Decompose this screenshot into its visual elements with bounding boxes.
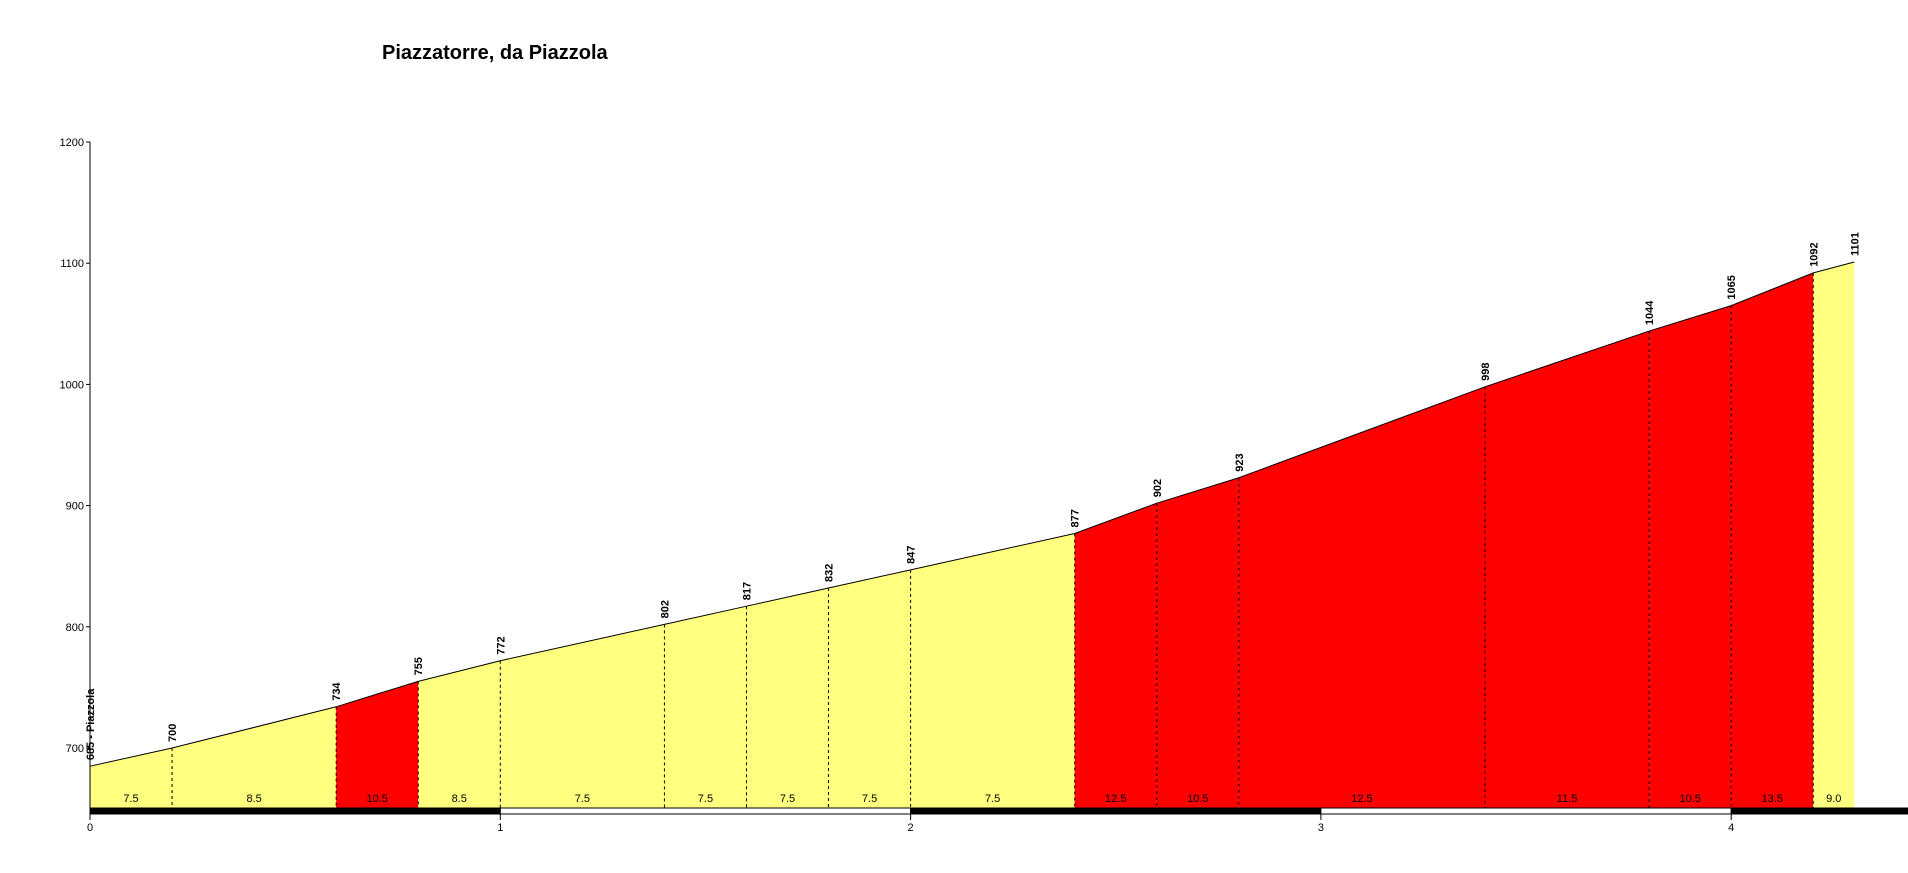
y-tick-label: 1000 (60, 379, 84, 391)
km-bar-block (910, 807, 1322, 815)
x-tick-label: 1 (497, 822, 503, 834)
segment-area (90, 748, 173, 808)
segment-gradient-label: 12.5 (1105, 793, 1126, 805)
point-elevation-label: 755 (413, 657, 425, 675)
x-tick-label: 2 (908, 822, 914, 834)
point-elevation-label: 700 (167, 724, 179, 742)
point-elevation-label: 832 (824, 564, 836, 582)
segment-area (1813, 261, 1855, 808)
segment-area (172, 706, 337, 808)
km-bar-block (1730, 807, 1908, 815)
segment-gradient-label: 7.5 (123, 793, 138, 805)
x-tick-label: 0 (87, 822, 93, 834)
chart-title: Piazzatorre, da Piazzola (382, 42, 608, 64)
segment-area (1485, 331, 1650, 808)
point-elevation-label: 685 - Piazzola (85, 688, 97, 760)
segment-gradient-label: 13.5 (1762, 793, 1783, 805)
point-elevation-label: 923 (1234, 453, 1246, 471)
point-elevation-label: 1065 (1726, 275, 1738, 299)
y-tick-label: 800 (66, 622, 84, 634)
segment-area (910, 533, 1075, 808)
point-elevation-label: 734 (331, 682, 343, 701)
y-tick-label: 1100 (60, 258, 84, 270)
x-tick-label: 3 (1318, 822, 1324, 834)
profile-line (89, 261, 1855, 767)
segment-gradient-label: 10.5 (1187, 793, 1208, 805)
point-elevation-label: 998 (1480, 362, 1492, 380)
point-elevation-label: 902 (1152, 479, 1164, 497)
km-bar-block (89, 807, 501, 815)
segment-area (1649, 305, 1732, 808)
point-elevation-label: 772 (495, 636, 507, 654)
segment-gradient-label: 7.5 (985, 793, 1000, 805)
segment-area (418, 660, 501, 808)
axes-layer: 700 800 900 1000 1100 1200 0 1 2 3 4 (60, 137, 1908, 834)
km-bar-block (499, 807, 912, 815)
segment-gradient-label: 10.5 (1679, 793, 1700, 805)
y-tick-label: 1200 (60, 137, 84, 149)
segment-gradient-label: 7.5 (780, 793, 795, 805)
segment-area (336, 681, 419, 808)
y-tick-label: 700 (66, 743, 84, 755)
segment-area (1238, 386, 1486, 808)
segment-area (1074, 503, 1157, 808)
point-elevation-label: 1044 (1644, 300, 1656, 325)
point-elevation-label: 877 (1070, 509, 1082, 527)
segment-gradient-label: 7.5 (575, 793, 590, 805)
segments-layer (90, 261, 1855, 808)
km-bar-block (1320, 807, 1732, 815)
point-elevation-label: 817 (741, 582, 753, 600)
x-tick-label: 4 (1728, 822, 1734, 834)
segment-area (828, 569, 911, 808)
segment-gradient-label: 8.5 (246, 793, 261, 805)
point-elevation-label: 802 (659, 600, 671, 618)
segment-area (500, 624, 665, 808)
segment-area (746, 588, 829, 808)
dividers-layer (171, 272, 1814, 808)
labels-layer: 7.5 8.5 10.5 8.5 7.5 7.5 7.5 7.5 7.5 12.5 10.5 12.5… (85, 232, 1861, 805)
segment-gradient-label: 10.5 (366, 793, 387, 805)
profile-layer (89, 261, 1855, 767)
point-elevation-label: 1101 (1849, 232, 1861, 256)
segment-area (1731, 272, 1814, 808)
segment-gradient-label: 11.5 (1557, 793, 1578, 805)
segment-gradient-label: 9.0 (1826, 793, 1841, 805)
y-tick-label: 900 (66, 501, 84, 513)
segment-gradient-label: 12.5 (1351, 793, 1372, 805)
segment-area (1156, 477, 1239, 808)
point-elevation-label: 847 (906, 545, 918, 563)
segment-gradient-label: 7.5 (698, 793, 713, 805)
point-elevation-label: 1092 (1808, 242, 1820, 266)
segment-gradient-label: 8.5 (452, 793, 467, 805)
segment-gradient-label: 7.5 (862, 793, 877, 805)
segment-area (664, 606, 747, 808)
